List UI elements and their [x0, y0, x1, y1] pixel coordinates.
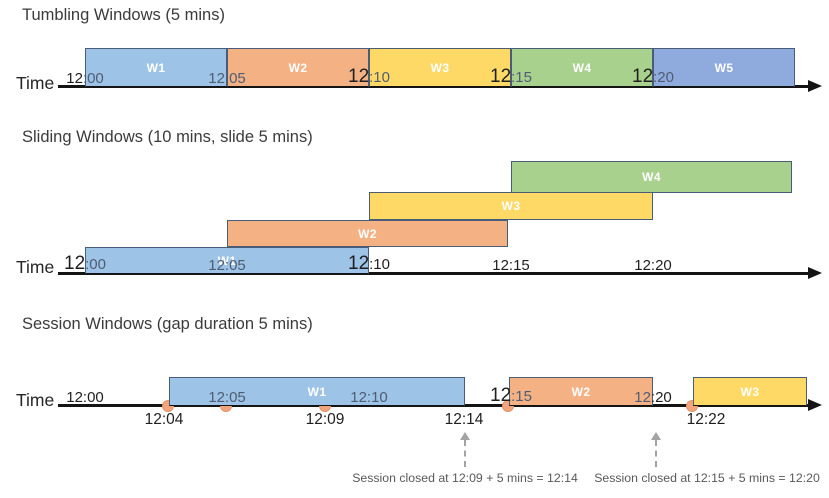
- time-axis-line: [58, 272, 808, 275]
- session-close-note: Session closed at 12:09 + 5 mins = 12:14: [352, 471, 578, 485]
- window-rect-w3: W3: [693, 377, 807, 406]
- tick-hour: 12: [66, 388, 83, 406]
- axis-tick-label: 12:00: [66, 390, 104, 405]
- time-axis-arrowhead: [808, 267, 822, 279]
- tick-minutes: :00: [82, 388, 104, 406]
- event-time-label: 12:09: [305, 411, 345, 428]
- window-rect-w3: W3: [369, 48, 511, 87]
- axis-tick-label: 12:20: [632, 65, 674, 87]
- tick-minutes: :05: [224, 256, 246, 274]
- axis-tick-label: 12:20: [634, 258, 672, 273]
- tick-hour: 12: [350, 388, 367, 406]
- tick-hour: 12: [632, 65, 654, 87]
- section-title-session: Session Windows (gap duration 5 mins): [22, 315, 313, 333]
- session-close-arrowhead: [460, 432, 470, 440]
- axis-tick-label: 12:15: [492, 258, 530, 273]
- tick-hour: 12: [492, 256, 509, 274]
- event-time-label: 12:04: [144, 411, 184, 428]
- time-axis-arrowhead: [808, 80, 822, 92]
- axis-tick-label: 12:10: [350, 390, 388, 405]
- tick-minutes: :05: [224, 388, 246, 406]
- tick-minutes: :10: [369, 68, 390, 86]
- tick-hour: 12: [208, 69, 225, 87]
- tick-minutes: :10: [366, 388, 388, 406]
- tick-minutes: :20: [653, 68, 674, 86]
- tick-minutes: :15: [511, 387, 532, 405]
- window-rect-w1: W1: [85, 48, 227, 87]
- window-label: W2: [358, 226, 377, 241]
- axis-tick-label: 12:10: [348, 65, 390, 87]
- tick-minutes: :10: [369, 255, 390, 273]
- tick-hour: 12: [208, 388, 225, 406]
- session-close-arrow-line: [655, 440, 657, 467]
- window-label: W2: [571, 384, 591, 399]
- window-rect-w4: W4: [511, 161, 792, 193]
- tick-minutes: :20: [650, 388, 672, 406]
- window-label: W4: [572, 60, 592, 75]
- time-axis-arrowhead: [808, 399, 822, 411]
- window-label: W5: [714, 60, 734, 75]
- axis-tick-label: 12:20: [634, 390, 672, 405]
- tick-hour: 12: [66, 69, 83, 87]
- window-rect-w2: W2: [227, 220, 508, 247]
- session-close-arrow-line: [464, 440, 466, 467]
- window-label: W1: [146, 60, 166, 75]
- window-rect-w1: W1: [85, 247, 369, 274]
- axis-tick-label: 12:05: [208, 258, 246, 273]
- window-rect-w3: W3: [369, 192, 653, 220]
- window-label: W3: [501, 199, 521, 213]
- time-axis-label-sliding: Time: [16, 257, 55, 277]
- window-label: W4: [642, 170, 661, 184]
- tick-hour: 12: [348, 252, 370, 274]
- axis-tick-label: 12:10: [348, 252, 390, 274]
- tick-minutes: :15: [511, 68, 532, 86]
- axis-tick-label: 12:05: [208, 71, 246, 86]
- session-close-note: Session closed at 12:15 + 5 mins = 12:20: [594, 471, 820, 485]
- tick-hour: 12: [208, 256, 225, 274]
- axis-tick-label: 12:05: [208, 390, 246, 405]
- time-axis-label-tumbling: Time: [16, 73, 55, 93]
- event-time-label: 12:22: [686, 411, 726, 428]
- section-title-tumbling: Tumbling Windows (5 mins): [22, 6, 225, 24]
- tick-minutes: :00: [82, 69, 104, 87]
- tick-hour: 12: [490, 384, 512, 406]
- window-label: W1: [307, 384, 327, 399]
- tick-hour: 12: [64, 252, 86, 274]
- tick-minutes: :00: [85, 255, 106, 273]
- time-axis-label-session: Time: [16, 390, 55, 410]
- window-rect-w5: W5: [653, 48, 795, 87]
- event-time-label: 12:14: [444, 411, 484, 428]
- axis-tick-label: 12:15: [490, 65, 532, 87]
- tick-minutes: :15: [508, 256, 530, 274]
- tick-hour: 12: [348, 65, 370, 87]
- window-label: W1: [217, 253, 237, 268]
- tick-hour: 12: [634, 388, 651, 406]
- tick-minutes: :05: [224, 69, 246, 87]
- axis-tick-label: 12:00: [64, 252, 106, 274]
- axis-tick-label: 12:00: [66, 71, 104, 86]
- window-label: W2: [288, 60, 308, 75]
- tick-minutes: :20: [650, 256, 672, 274]
- tick-hour: 12: [634, 256, 651, 274]
- tick-hour: 12: [490, 65, 512, 87]
- window-rect-w1: W1: [169, 377, 465, 406]
- window-label: W3: [430, 60, 450, 75]
- window-label: W3: [740, 384, 760, 399]
- session-close-arrowhead: [651, 432, 661, 440]
- window-rect-w2: W2: [227, 48, 369, 87]
- section-title-sliding: Sliding Windows (10 mins, slide 5 mins): [22, 128, 313, 146]
- axis-tick-label: 12:15: [490, 384, 532, 406]
- window-rect-w4: W4: [511, 48, 653, 87]
- window-rect-w2: W2: [509, 377, 653, 406]
